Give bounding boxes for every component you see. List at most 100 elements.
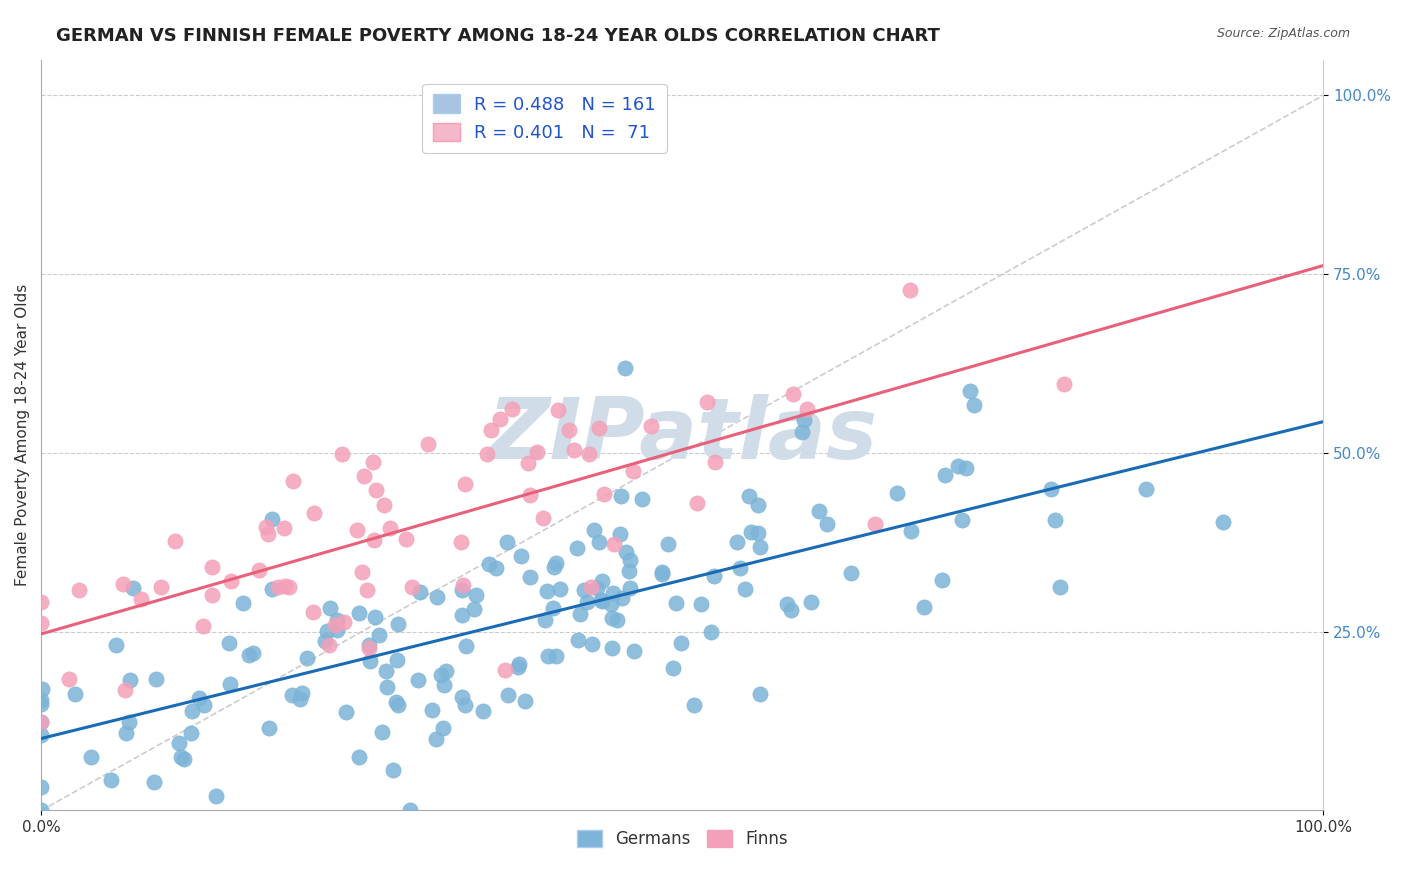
R = 0.401   N =  71 xyxy=(361,455,384,469)
R = 0.401   N =  71 xyxy=(274,579,297,593)
R = 0.488   N = 161 xyxy=(513,694,536,708)
R = 0.401   N =  71 xyxy=(129,591,152,606)
R = 0.401   N =  71 xyxy=(394,533,416,547)
R = 0.488   N = 161 xyxy=(382,763,405,777)
R = 0.401   N =  71 xyxy=(366,483,388,497)
R = 0.488   N = 161 xyxy=(387,698,409,712)
R = 0.488   N = 161 xyxy=(536,584,558,599)
R = 0.488   N = 161 xyxy=(63,687,86,701)
R = 0.488   N = 161 xyxy=(31,681,53,696)
R = 0.488   N = 161 xyxy=(359,654,381,668)
R = 0.488   N = 161 xyxy=(257,721,280,735)
R = 0.401   N =  71 xyxy=(373,498,395,512)
R = 0.401   N =  71 xyxy=(346,523,368,537)
R = 0.488   N = 161 xyxy=(347,606,370,620)
Y-axis label: Female Poverty Among 18-24 Year Olds: Female Poverty Among 18-24 Year Olds xyxy=(15,284,30,586)
R = 0.488   N = 161 xyxy=(671,636,693,650)
R = 0.401   N =  71 xyxy=(219,574,242,588)
R = 0.488   N = 161 xyxy=(734,582,756,596)
R = 0.401   N =  71 xyxy=(323,617,346,632)
R = 0.488   N = 161 xyxy=(425,731,447,746)
R = 0.488   N = 161 xyxy=(565,541,588,555)
R = 0.401   N =  71 xyxy=(277,580,299,594)
R = 0.488   N = 161 xyxy=(409,585,432,599)
R = 0.488   N = 161 xyxy=(963,398,986,412)
R = 0.488   N = 161 xyxy=(326,623,349,637)
R = 0.488   N = 161 xyxy=(790,425,813,439)
R = 0.488   N = 161 xyxy=(314,634,336,648)
R = 0.488   N = 161 xyxy=(262,512,284,526)
R = 0.488   N = 161 xyxy=(260,582,283,596)
R = 0.488   N = 161 xyxy=(576,595,599,609)
R = 0.488   N = 161 xyxy=(934,467,956,482)
R = 0.401   N =  71 xyxy=(302,506,325,520)
R = 0.401   N =  71 xyxy=(564,442,586,457)
R = 0.488   N = 161 xyxy=(30,728,52,742)
R = 0.488   N = 161 xyxy=(118,673,141,687)
R = 0.488   N = 161 xyxy=(689,597,711,611)
R = 0.488   N = 161 xyxy=(738,489,761,503)
R = 0.401   N =  71 xyxy=(247,563,270,577)
R = 0.488   N = 161 xyxy=(775,597,797,611)
R = 0.488   N = 161 xyxy=(367,628,389,642)
R = 0.488   N = 161 xyxy=(1039,483,1062,497)
R = 0.401   N =  71 xyxy=(302,605,325,619)
R = 0.488   N = 161 xyxy=(242,646,264,660)
R = 0.401   N =  71 xyxy=(201,588,224,602)
R = 0.401   N =  71 xyxy=(273,521,295,535)
R = 0.401   N =  71 xyxy=(112,577,135,591)
R = 0.401   N =  71 xyxy=(58,672,80,686)
R = 0.488   N = 161 xyxy=(387,617,409,632)
R = 0.488   N = 161 xyxy=(434,665,457,679)
R = 0.488   N = 161 xyxy=(946,458,969,473)
R = 0.401   N =  71 xyxy=(696,394,718,409)
R = 0.401   N =  71 xyxy=(519,488,541,502)
R = 0.488   N = 161 xyxy=(104,638,127,652)
R = 0.401   N =  71 xyxy=(489,411,512,425)
R = 0.488   N = 161 xyxy=(325,613,347,627)
R = 0.488   N = 161 xyxy=(610,591,633,605)
R = 0.488   N = 161 xyxy=(900,524,922,539)
R = 0.488   N = 161 xyxy=(1043,513,1066,527)
R = 0.401   N =  71 xyxy=(363,533,385,547)
R = 0.488   N = 161 xyxy=(451,583,474,598)
R = 0.488   N = 161 xyxy=(617,564,640,578)
R = 0.488   N = 161 xyxy=(142,775,165,789)
R = 0.488   N = 161 xyxy=(792,412,814,426)
R = 0.488   N = 161 xyxy=(319,601,342,615)
R = 0.488   N = 161 xyxy=(600,611,623,625)
R = 0.488   N = 161 xyxy=(683,698,706,712)
R = 0.488   N = 161 xyxy=(664,596,686,610)
R = 0.401   N =  71 xyxy=(494,663,516,677)
R = 0.488   N = 161 xyxy=(591,593,613,607)
R = 0.488   N = 161 xyxy=(931,573,953,587)
R = 0.401   N =  71 xyxy=(640,418,662,433)
R = 0.488   N = 161 xyxy=(543,560,565,574)
R = 0.488   N = 161 xyxy=(118,714,141,729)
R = 0.401   N =  71 xyxy=(114,682,136,697)
R = 0.401   N =  71 xyxy=(454,477,477,491)
R = 0.488   N = 161 xyxy=(657,537,679,551)
R = 0.488   N = 161 xyxy=(375,664,398,678)
R = 0.401   N =  71 xyxy=(898,283,921,297)
R = 0.401   N =  71 xyxy=(547,402,569,417)
R = 0.401   N =  71 xyxy=(526,445,548,459)
R = 0.488   N = 161 xyxy=(730,561,752,575)
R = 0.488   N = 161 xyxy=(780,603,803,617)
R = 0.488   N = 161 xyxy=(456,640,478,654)
R = 0.488   N = 161 xyxy=(364,610,387,624)
R = 0.488   N = 161 xyxy=(537,649,560,664)
R = 0.488   N = 161 xyxy=(585,581,607,595)
R = 0.488   N = 161 xyxy=(619,552,641,566)
R = 0.401   N =  71 xyxy=(477,447,499,461)
R = 0.488   N = 161 xyxy=(534,613,557,627)
R = 0.488   N = 161 xyxy=(80,750,103,764)
R = 0.401   N =  71 xyxy=(621,465,644,479)
R = 0.488   N = 161 xyxy=(375,680,398,694)
R = 0.488   N = 161 xyxy=(1212,515,1234,529)
R = 0.401   N =  71 xyxy=(796,401,818,416)
R = 0.488   N = 161 xyxy=(30,693,52,707)
R = 0.488   N = 161 xyxy=(169,735,191,749)
R = 0.401   N =  71 xyxy=(267,581,290,595)
R = 0.488   N = 161 xyxy=(631,491,654,506)
